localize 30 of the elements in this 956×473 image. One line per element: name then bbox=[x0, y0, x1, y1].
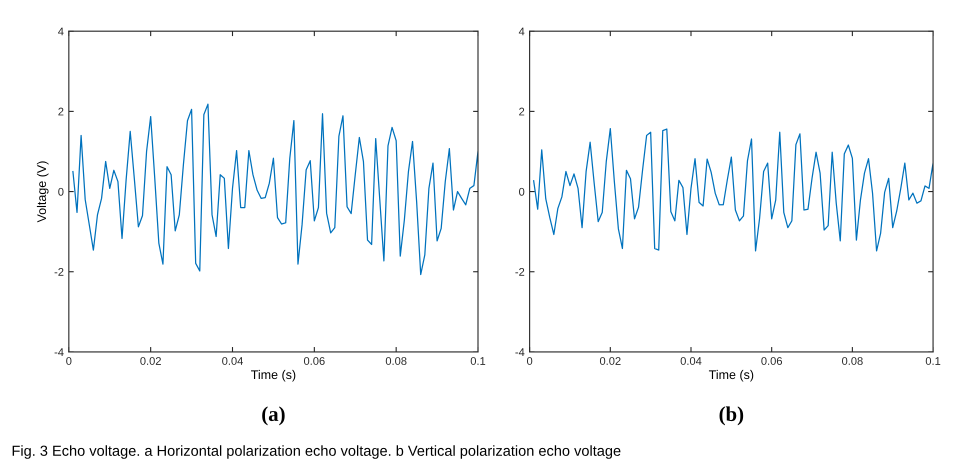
line-series bbox=[72, 104, 478, 276]
y-tick-label: 0 bbox=[519, 188, 524, 196]
y-tick-label: -2 bbox=[54, 268, 64, 276]
text: (a) bbox=[262, 406, 285, 426]
x-tick-label: 0 bbox=[66, 357, 72, 365]
x-tick-label: 0.04 bbox=[222, 357, 243, 365]
y-axis-title: Voltage (V) bbox=[36, 161, 49, 222]
line-series bbox=[533, 128, 934, 252]
y-tick-label: -2 bbox=[515, 268, 524, 276]
x-tick-label: 0.08 bbox=[386, 357, 406, 365]
x-tick-label: 0.08 bbox=[842, 357, 863, 365]
x-tick-label: 0.06 bbox=[761, 357, 782, 365]
y-tick-label: 2 bbox=[519, 108, 524, 116]
y-tick-label: -4 bbox=[515, 348, 524, 356]
x-axis-title: Time (s) bbox=[251, 370, 296, 382]
y-tick-label: 4 bbox=[58, 28, 64, 36]
x-tick-label: 0.04 bbox=[680, 357, 702, 365]
x-tick-label: 0 bbox=[526, 357, 532, 365]
caption: Fig. 3 Echo voltage. a Horizontal polarization echo voltage. b Vertical polarization echo voltage bbox=[12, 445, 620, 459]
x-tick-label: 0.02 bbox=[140, 357, 161, 365]
x-tick-label: 0.1 bbox=[926, 357, 940, 365]
x-axis-title: Time (s) bbox=[708, 370, 754, 382]
x-tick-label: 0.1 bbox=[470, 357, 486, 365]
y-tick-label: 2 bbox=[58, 108, 64, 116]
y-tick-label: 4 bbox=[518, 28, 524, 36]
x-tick-label: 0.02 bbox=[600, 357, 621, 365]
y-tick-label: 0 bbox=[58, 188, 64, 196]
text: (b) bbox=[720, 406, 744, 426]
x-tick-label: 0.06 bbox=[304, 357, 325, 365]
y-tick-label: -4 bbox=[54, 348, 64, 356]
